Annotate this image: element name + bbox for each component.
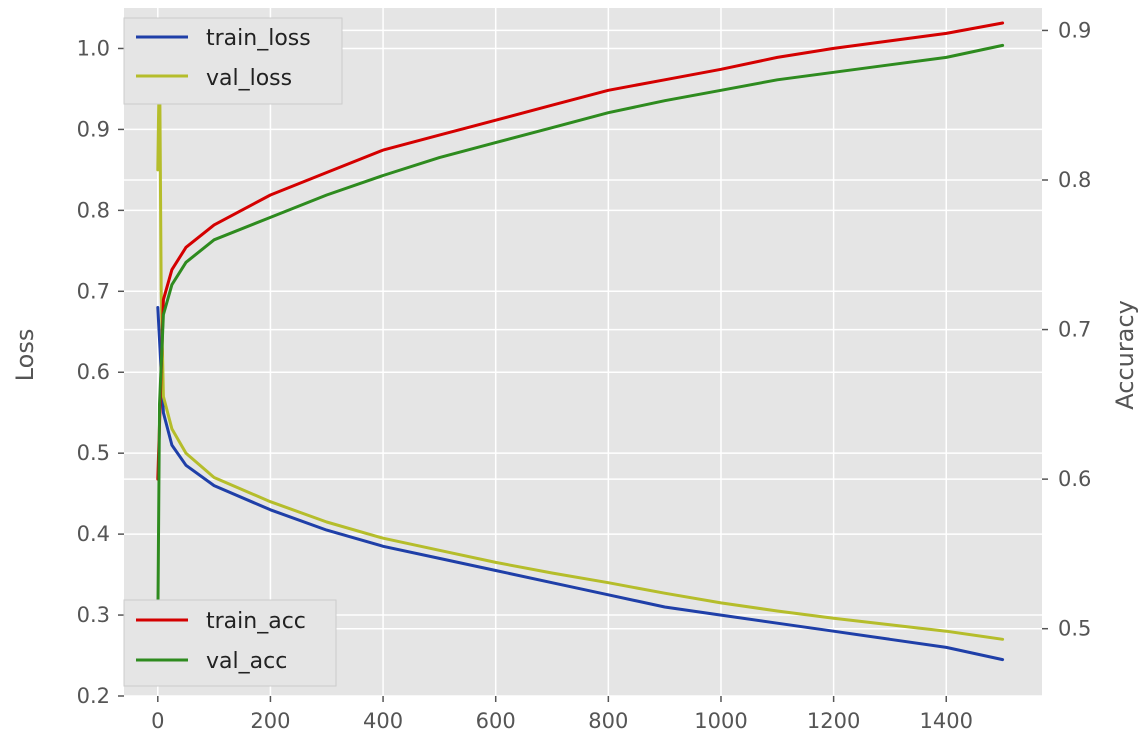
series-lines bbox=[156, 21, 1005, 662]
y-tick-label-right: 0.6 bbox=[1058, 467, 1091, 491]
y-tick-label-right: 0.9 bbox=[1058, 18, 1091, 42]
x-tick-label: 800 bbox=[588, 709, 628, 733]
plot-area bbox=[124, 8, 1042, 696]
legend-label-val-acc: val_acc bbox=[206, 649, 287, 674]
y-axis-label-left: Loss bbox=[11, 329, 39, 382]
grid bbox=[124, 8, 1042, 697]
axes: 0 200 400 600 800 1000 1200 1400 0.2 0.3 0.4 0.5 0.6… bbox=[77, 18, 1092, 733]
series-line-val-loss bbox=[156, 47, 1005, 641]
series-line-train-loss bbox=[156, 306, 1005, 662]
series-line-train-acc bbox=[156, 21, 1005, 481]
y-tick-label-left: 0.7 bbox=[77, 279, 110, 303]
legend-loss-box bbox=[123, 17, 343, 105]
y-tick-label-left: 0.4 bbox=[77, 522, 110, 546]
y-tick-label-left: 0.6 bbox=[77, 360, 110, 384]
x-tick-label: 200 bbox=[250, 709, 290, 733]
y-tick-label-left: 0.3 bbox=[77, 603, 110, 627]
x-tick-label: 1400 bbox=[920, 709, 973, 733]
y-tick-label-left: 0.9 bbox=[77, 117, 110, 141]
x-tick-label: 600 bbox=[476, 709, 516, 733]
legend-label-val-loss: val_loss bbox=[206, 66, 292, 91]
y-tick-label-left: 1.0 bbox=[77, 36, 110, 60]
legend-loss: train_loss val_loss bbox=[123, 17, 343, 105]
y-axis-label-right: Accuracy bbox=[1111, 300, 1139, 410]
x-tick-label: 1200 bbox=[807, 709, 860, 733]
y-tick-label-right: 0.7 bbox=[1058, 318, 1091, 342]
y-tick-label-right: 0.5 bbox=[1058, 617, 1091, 641]
legend-label-train-loss: train_loss bbox=[206, 26, 311, 51]
legend-label-train-acc: train_acc bbox=[206, 609, 306, 634]
y-tick-label-left: 0.5 bbox=[77, 441, 110, 465]
y-tick-label-left: 0.8 bbox=[77, 198, 110, 222]
series-line-val-acc bbox=[156, 43, 1005, 631]
x-tick-label: 1000 bbox=[694, 709, 747, 733]
y-tick-label-right: 0.8 bbox=[1058, 168, 1091, 192]
x-tick-label: 400 bbox=[363, 709, 403, 733]
legend-accuracy: train_acc val_acc bbox=[123, 599, 337, 687]
y-tick-label-left: 0.2 bbox=[77, 684, 110, 708]
x-tick-label: 0 bbox=[151, 709, 164, 733]
legend-accuracy-box bbox=[123, 599, 337, 687]
